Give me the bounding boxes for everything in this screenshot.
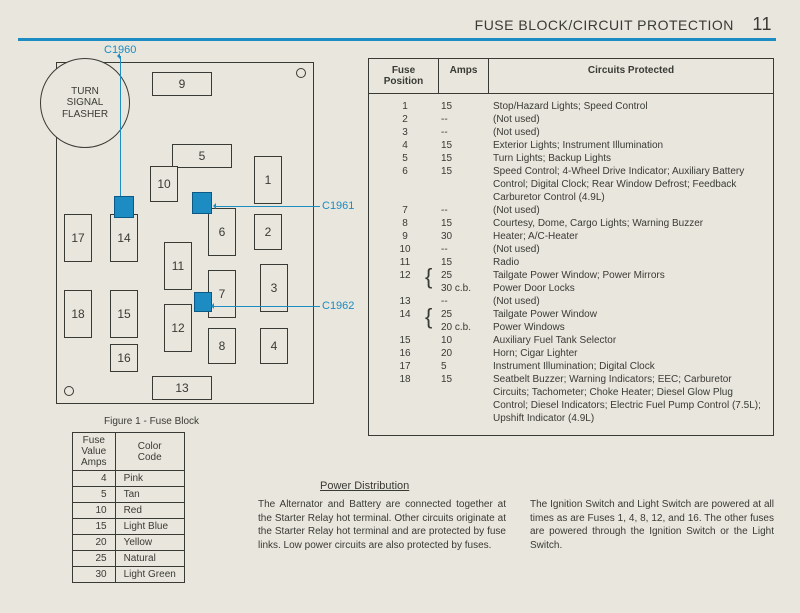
table-row: 615Speed Control; 4-Wheel Drive Indicato… <box>375 165 767 204</box>
page-number: 11 <box>752 14 772 34</box>
slot-2: 2 <box>254 214 282 250</box>
footer-col-2: The Ignition Switch and Light Switch are… <box>530 498 774 552</box>
slot-1: 1 <box>254 156 282 204</box>
table-row: 20Yellow <box>73 535 185 551</box>
slot-18: 18 <box>64 290 92 338</box>
table-row: 10Red <box>73 503 185 519</box>
ct-header-amps: Amps <box>439 59 489 93</box>
table-row: 3--(Not used) <box>375 126 767 139</box>
screw-icon <box>64 386 74 396</box>
footer-col-1: The Alternator and Battery are connected… <box>258 498 506 552</box>
slot-3: 3 <box>260 264 288 312</box>
table-row: 415Exterior Lights; Instrument Illuminat… <box>375 139 767 152</box>
slot-16: 16 <box>110 344 138 372</box>
table-row: 930Heater; A/C-Heater <box>375 230 767 243</box>
page-title: FUSE BLOCK/CIRCUIT PROTECTION <box>475 17 734 33</box>
table-row: 5Tan <box>73 487 185 503</box>
slot-14: 14 <box>110 214 138 262</box>
table-row: 1225Tailgate Power Window; Power Mirrors <box>375 269 767 282</box>
slot-8: 8 <box>208 328 236 364</box>
fuse-block-figure: TURN SIGNAL FLASHER 9 5 13 17 18 14 15 1… <box>32 56 332 416</box>
table-row: 25Natural <box>73 551 185 567</box>
screw-icon <box>296 68 306 78</box>
table-row: 30 c.b.Power Door Locks <box>375 282 767 295</box>
table-row: 1425Tailgate Power Window <box>375 308 767 321</box>
figure-caption: Figure 1 - Fuse Block <box>104 416 199 427</box>
slot-6: 6 <box>208 208 236 256</box>
table-row: 20 c.b.Power Windows <box>375 321 767 334</box>
table-row: 4Pink <box>73 471 185 487</box>
blue-fuse-c1962 <box>194 292 212 312</box>
slot-4: 4 <box>260 328 288 364</box>
color-code-table: Fuse Value Amps Color Code 4Pink5Tan10Re… <box>72 432 185 583</box>
table-row: 1620Horn; Cigar Lighter <box>375 347 767 360</box>
table-row: 175Instrument Illumination; Digital Cloc… <box>375 360 767 373</box>
slot-10: 10 <box>150 166 178 202</box>
table-row: 815Courtesy, Dome, Cargo Lights; Warning… <box>375 217 767 230</box>
callout-c1961: C1961 <box>322 200 354 212</box>
table-row: 1510Auxiliary Fuel Tank Selector <box>375 334 767 347</box>
table-row: 13--(Not used) <box>375 295 767 308</box>
table-row: 7--(Not used) <box>375 204 767 217</box>
table-row: 1115Radio <box>375 256 767 269</box>
circuits-table: Fuse Position Amps Circuits Protected { … <box>368 58 774 436</box>
slot-7: 7 <box>208 270 236 318</box>
slot-5: 5 <box>172 144 232 168</box>
turn-signal-flasher: TURN SIGNAL FLASHER <box>40 58 130 148</box>
brace-icon: { <box>425 310 432 323</box>
table-row: 10--(Not used) <box>375 243 767 256</box>
cc-header-color: Color Code <box>115 433 184 471</box>
page-header: FUSE BLOCK/CIRCUIT PROTECTION 11 <box>475 14 772 35</box>
blue-fuse-c1960 <box>114 196 134 218</box>
arrow-icon <box>216 206 320 207</box>
footer-heading: Power Distribution <box>320 480 409 492</box>
table-row: 2--(Not used) <box>375 113 767 126</box>
table-row: 115Stop/Hazard Lights; Speed Control <box>375 100 767 113</box>
callout-c1960: C1960 <box>104 44 136 56</box>
cc-header-amps: Fuse Value Amps <box>73 433 116 471</box>
slot-11: 11 <box>164 242 192 290</box>
callout-c1962: C1962 <box>322 300 354 312</box>
blue-fuse-c1961 <box>192 192 212 214</box>
table-row: 15Light Blue <box>73 519 185 535</box>
flasher-label: TURN SIGNAL FLASHER <box>62 86 108 121</box>
arrow-icon <box>120 56 121 196</box>
ct-header-pos: Fuse Position <box>369 59 439 93</box>
top-rule <box>18 38 776 41</box>
slot-15: 15 <box>110 290 138 338</box>
table-row: 30Light Green <box>73 567 185 583</box>
slot-17: 17 <box>64 214 92 262</box>
slot-9: 9 <box>152 72 212 96</box>
table-row: 1815Seatbelt Buzzer; Warning Indicators;… <box>375 373 767 425</box>
ct-header-desc: Circuits Protected <box>489 59 773 93</box>
slot-12: 12 <box>164 304 192 352</box>
table-row: 515Turn Lights; Backup Lights <box>375 152 767 165</box>
arrow-icon <box>214 306 320 307</box>
brace-icon: { <box>425 270 432 283</box>
slot-13: 13 <box>152 376 212 400</box>
